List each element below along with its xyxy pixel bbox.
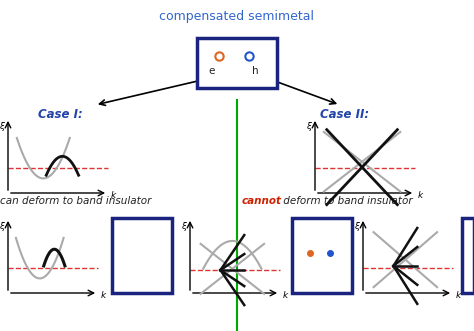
Text: deform to band insulator: deform to band insulator: [280, 196, 413, 206]
Text: compensated semimetal: compensated semimetal: [159, 10, 315, 23]
Bar: [112, 218, 172, 293]
Bar: [197, 38, 277, 88]
Text: $\xi$: $\xi$: [354, 220, 361, 233]
Text: $\xi$: $\xi$: [181, 220, 188, 233]
Text: $\xi$: $\xi$: [0, 120, 6, 133]
Text: Case II:: Case II:: [320, 108, 369, 121]
Text: $k$: $k$: [110, 188, 118, 200]
Text: h: h: [252, 66, 258, 76]
Bar: [292, 218, 352, 293]
Text: $\xi$: $\xi$: [306, 120, 313, 133]
Text: can deform to band insulator: can deform to band insulator: [0, 196, 151, 206]
Text: $k$: $k$: [455, 289, 463, 300]
Text: Case I:: Case I:: [38, 108, 83, 121]
Text: $k$: $k$: [417, 188, 425, 200]
Text: $k$: $k$: [100, 289, 108, 300]
Text: $\xi$: $\xi$: [0, 220, 6, 233]
Text: $k$: $k$: [282, 289, 290, 300]
Bar: [462, 218, 474, 293]
Text: cannot: cannot: [242, 196, 282, 206]
Text: e: e: [209, 66, 215, 76]
